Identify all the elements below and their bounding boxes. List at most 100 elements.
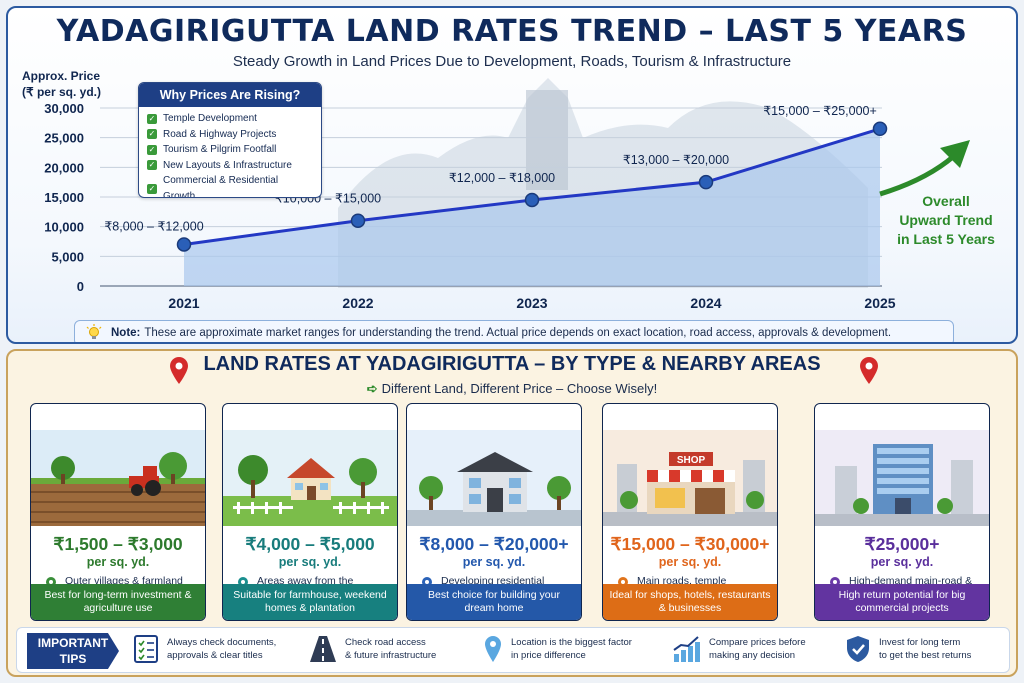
card-illustration: SHOP xyxy=(603,430,777,526)
tip-text-line1: Invest for long term xyxy=(879,637,961,648)
card-price: ₹4,000 – ₹5,000 xyxy=(245,534,375,554)
card-residential-plots: RESIDENTIAL PLOTS ₹8,000 – ₹20,000+ per … xyxy=(406,403,582,621)
temple-tower-illustration xyxy=(526,90,568,190)
card-footer: Ideal for shops, hotels, restaurants & b… xyxy=(603,584,777,620)
data-point xyxy=(524,192,540,208)
road-icon xyxy=(310,636,336,662)
card-title: AGRICULTURAL LAND xyxy=(44,409,192,424)
tip-text-line2: to get the best returns xyxy=(879,650,972,661)
why-prices-rising-box: Why Prices Are Rising? ✓ Temple Developme… xyxy=(138,82,322,198)
card-unit: per sq. yd. xyxy=(462,555,526,569)
tractor-icon xyxy=(31,430,205,526)
data-label: ₹12,000 – ₹18,000 xyxy=(449,171,555,185)
tip-text-line1: Compare prices before xyxy=(709,637,806,648)
page-subtitle: Steady Growth in Land Prices Due to Deve… xyxy=(232,53,792,70)
card-footer: Best choice for building your dream home xyxy=(407,584,581,620)
why-item: ✓ Commercial & Residential Growth xyxy=(147,173,313,198)
card-title: COMMERCIAL PLOTS xyxy=(619,409,761,424)
trend-arrow-icon xyxy=(879,154,956,197)
why-item: ✓ Temple Development xyxy=(147,111,313,127)
check-icon: ✓ xyxy=(147,160,157,171)
card-footer: High return potential for big commercial… xyxy=(815,584,989,620)
tip-text-line2: making any decision xyxy=(709,650,796,661)
data-point xyxy=(176,237,192,252)
y-tick-label: 25,000 xyxy=(44,131,84,146)
x-tick-label: 2022 xyxy=(342,295,373,311)
tip-item: Location is the biggest factor in price d… xyxy=(483,634,632,664)
why-item-label: Temple Development xyxy=(163,113,257,124)
x-tick-label: 2025 xyxy=(864,295,895,311)
trend-panel: 30,000 25,000 20,000 15,000 10,000 5,000 0 ₹8,0… xyxy=(6,6,1018,344)
tip-text-line1: Check road access xyxy=(345,637,426,648)
why-item-label: Road & Highway Projects xyxy=(163,128,277,140)
data-label: ₹8,000 – ₹12,000 xyxy=(104,219,203,233)
x-tick-label: 2023 xyxy=(516,295,547,311)
lightbulb-icon xyxy=(86,324,102,339)
map-pin-icon xyxy=(170,357,188,384)
data-point xyxy=(350,213,366,228)
shop-sign: SHOP xyxy=(677,455,706,466)
card-price: ₹15,000 – ₹30,000+ xyxy=(610,534,770,554)
farmhouse-icon xyxy=(223,430,397,526)
card-commercial-plots: COMMERCIAL PLOTS SHOP ₹15,000 – ₹30,000+… xyxy=(602,403,778,621)
tips-label-line2: TIPS xyxy=(59,652,87,666)
card-unit: per sq. yd. xyxy=(278,555,342,569)
y-tick-label: 15,000 xyxy=(44,190,84,205)
card-farm-plots: FARM PLOTS ₹4,000 – ₹5,000 per sq. yd. A… xyxy=(222,403,398,621)
house-icon xyxy=(407,430,581,526)
card-unit: per sq. yd. xyxy=(870,555,934,569)
shop-icon: SHOP xyxy=(603,430,777,526)
note-label: Note: xyxy=(111,327,141,339)
card-prime-commercial-land: PRIME COMMERCIAL LAND ₹25,000+ per sq. y… xyxy=(814,403,990,621)
why-box-list: ✓ Temple Development ✓ Road & Highway Proj… xyxy=(139,107,321,198)
checklist-icon xyxy=(134,635,158,663)
trend-arrowhead-icon xyxy=(940,140,970,168)
section-title: LAND RATES AT YADAGIRIGUTTA – BY TYPE & … xyxy=(203,353,821,375)
card-illustration xyxy=(223,430,397,526)
why-item: ✓ New Layouts & Infrastructure xyxy=(147,158,313,174)
location-pin-icon xyxy=(485,636,501,662)
check-icon: ✓ xyxy=(147,144,157,155)
office-building-icon xyxy=(815,430,989,526)
card-title: RESIDENTIAL PLOTS xyxy=(424,409,564,424)
tip-item: Always check documents, approvals & clear… xyxy=(133,634,276,664)
card-unit: per sq. yd. xyxy=(658,555,722,569)
card-title: FARM PLOTS xyxy=(266,409,354,424)
map-pin-icon xyxy=(860,357,878,384)
data-label: ₹13,000 – ₹20,000 xyxy=(623,153,729,167)
tip-text-line2: approvals & clear titles xyxy=(167,650,263,661)
tip-text-line2: in price difference xyxy=(511,650,586,661)
note-bar: Note: These are approximate market range… xyxy=(74,320,954,342)
y-axis-label-line1: Approx. Price xyxy=(22,69,101,83)
tip-text-line2: & future infrastructure xyxy=(345,650,437,661)
page-title: YADAGIRIGUTTA LAND RATES TREND – LAST 5 … xyxy=(56,14,968,49)
y-tick-label: 30,000 xyxy=(44,101,84,116)
why-item-label: Commercial & Residential Growth xyxy=(163,175,279,198)
tip-text-line1: Location is the biggest factor xyxy=(511,637,632,648)
trend-line3: in Last 5 Years xyxy=(897,231,995,247)
why-item: ✓ Tourism & Pilgrim Footfall xyxy=(147,142,313,158)
card-agricultural-land: AGRICULTURAL LAND ₹1,500 – ₹3,000 per sq… xyxy=(30,403,206,621)
why-item-label: Tourism & Pilgrim Footfall xyxy=(163,144,277,155)
card-unit: per sq. yd. xyxy=(86,555,150,569)
why-item: ✓ Road & Highway Projects xyxy=(147,127,313,143)
y-tick-label: 20,000 xyxy=(44,160,84,175)
why-box-title: Why Prices Are Rising? xyxy=(139,83,321,107)
card-illustration xyxy=(815,430,989,526)
tips-label: IMPORTANT TIPS xyxy=(27,633,119,669)
section-subtitle: ➪ Different Land, Different Price – Choos… xyxy=(8,381,1016,397)
x-tick-label: 2021 xyxy=(168,295,199,311)
trend-line2: Upward Trend xyxy=(899,212,993,228)
tip-text-line1: Always check documents, xyxy=(167,637,277,648)
card-footer: Suitable for farmhouse, weekend homes & … xyxy=(223,584,397,620)
card-price: ₹8,000 – ₹20,000+ xyxy=(419,534,569,554)
y-tick-label: 0 xyxy=(77,279,84,294)
arrow-icon: ➪ xyxy=(366,381,378,396)
data-label: ₹15,000 – ₹25,000+ xyxy=(763,104,877,118)
check-icon: ✓ xyxy=(147,113,157,124)
card-illustration xyxy=(31,430,205,526)
data-point xyxy=(698,174,714,190)
y-axis-label-line2: (₹ per sq. yd.) xyxy=(22,85,101,99)
check-icon: ✓ xyxy=(147,183,157,194)
x-tick-label: 2024 xyxy=(690,295,721,311)
